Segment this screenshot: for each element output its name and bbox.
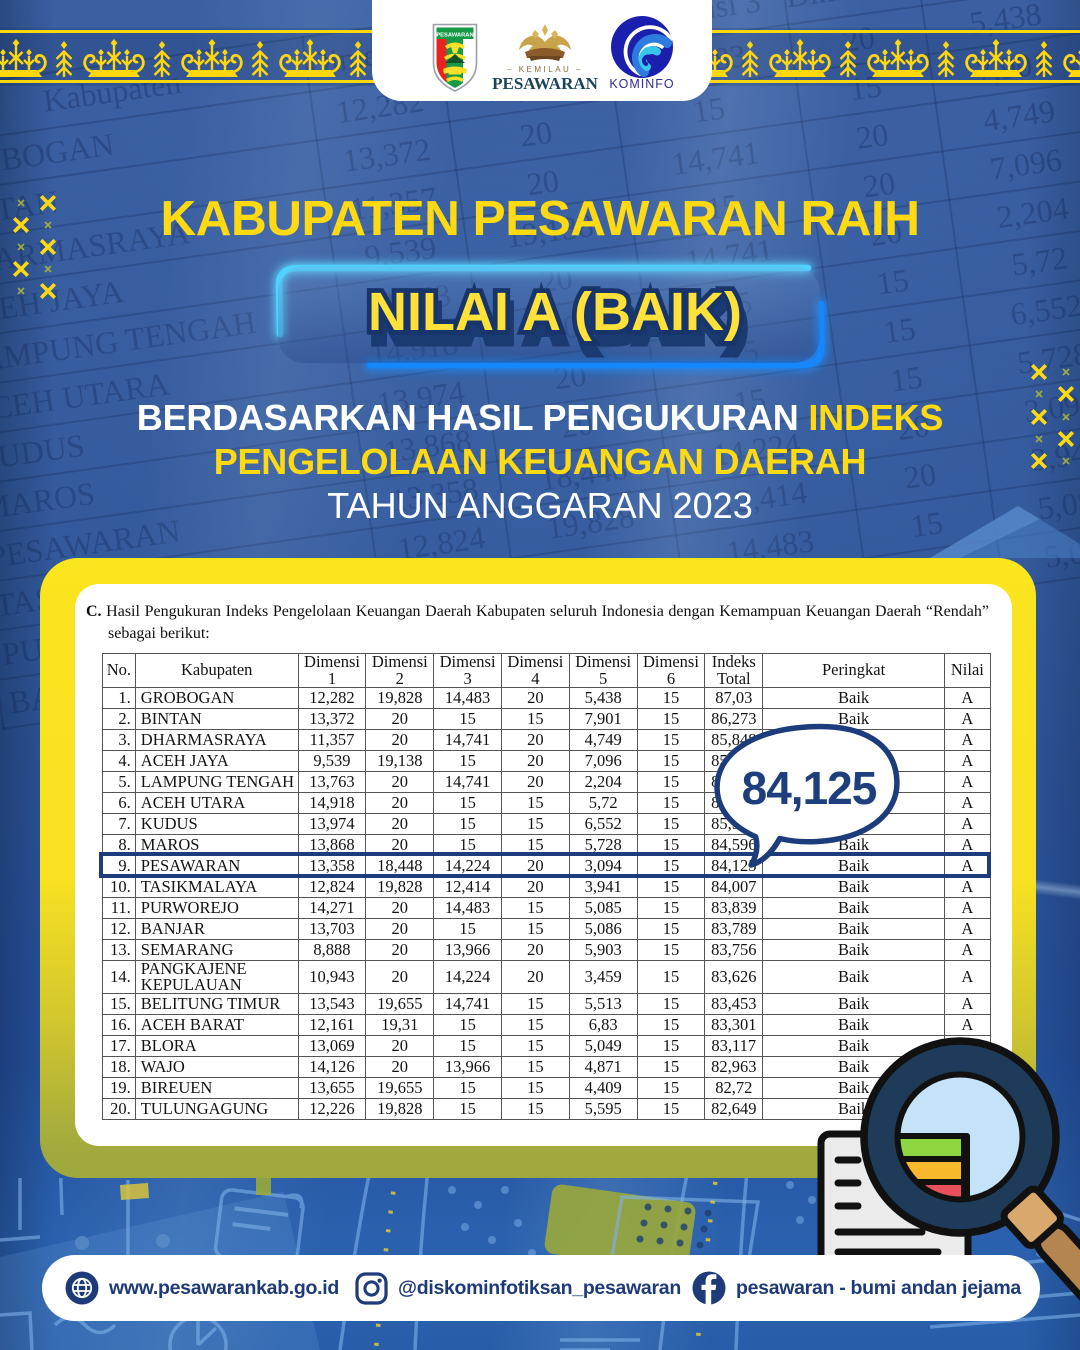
svg-text:KOMINFO: KOMINFO [609,77,674,91]
svg-text:PESAWARAN: PESAWARAN [492,74,599,93]
svg-text:– KEMILAU –: – KEMILAU – [507,65,583,74]
svg-text:84,125: 84,125 [742,762,877,814]
svg-text:PESAWARAN: PESAWARAN [436,33,473,39]
